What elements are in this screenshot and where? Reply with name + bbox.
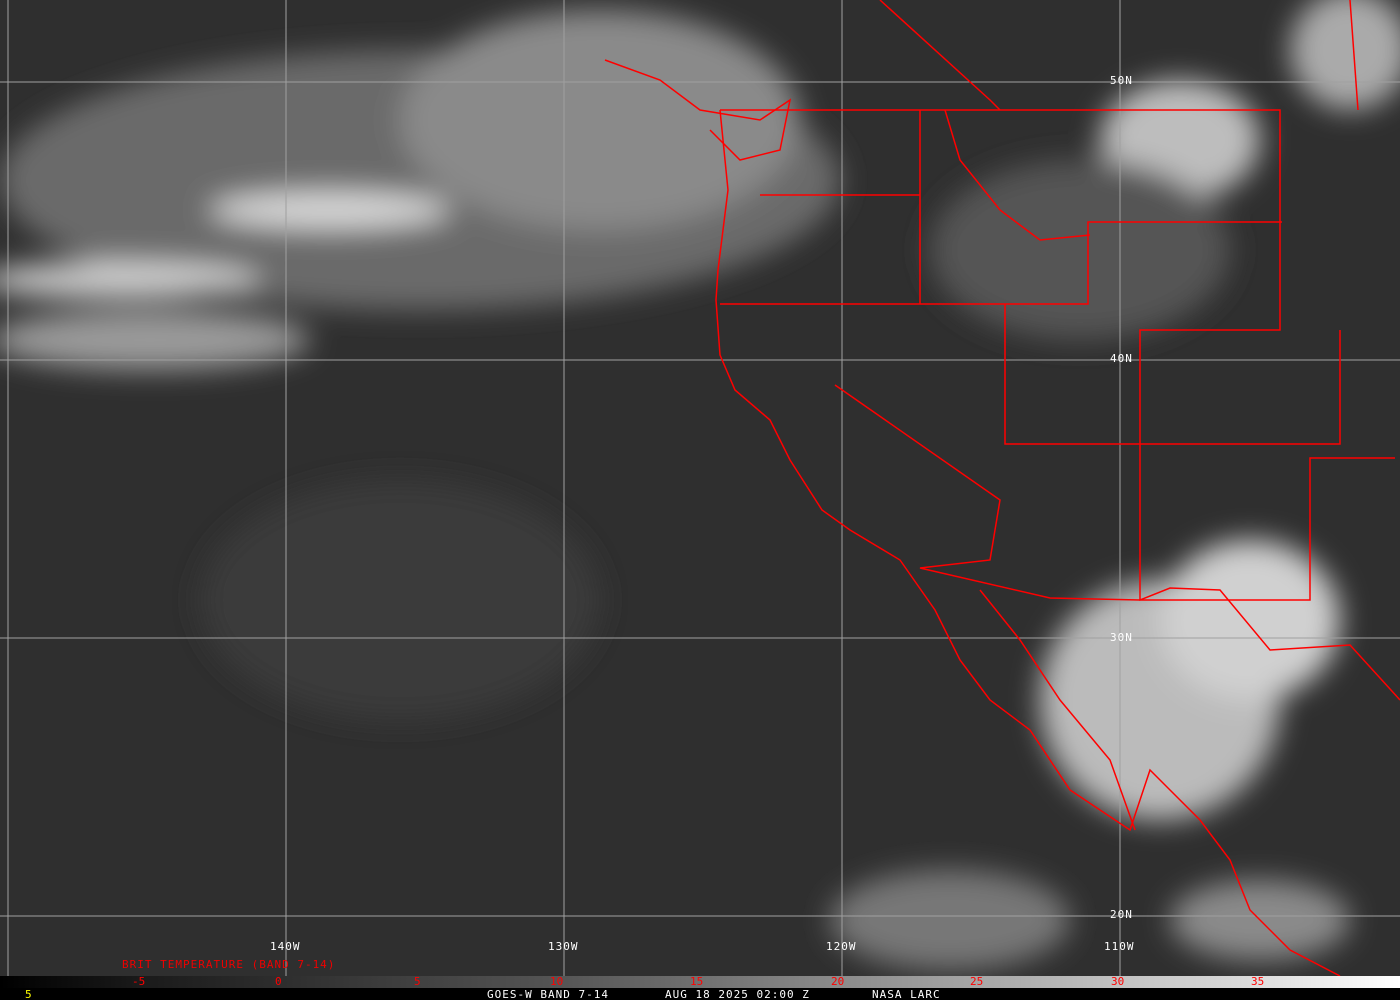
scale-tick: 25 [970, 975, 984, 988]
scale-tick: 5 [414, 975, 421, 988]
lon-label-130w: 130W [548, 940, 579, 953]
lat-label-30n: 30N [1110, 631, 1133, 644]
data-source: NASA LARC [872, 988, 941, 1000]
cloud-cover [0, 0, 1400, 970]
lat-label-20n: 20N [1110, 908, 1133, 921]
footer-bar: 5 GOES-W BAND 7-14 AUG 18 2025 02:00 Z N… [0, 988, 1400, 1000]
lon-label-140w: 140W [270, 940, 301, 953]
scale-tick: 0 [275, 975, 282, 988]
scale-tick: 30 [1111, 975, 1125, 988]
legend-title: BRIT TEMPERATURE (BAND 7-14) [122, 958, 336, 971]
scale-tick: 15 [690, 975, 704, 988]
lat-lon-grid [0, 0, 1400, 976]
scale-tick: 10 [550, 975, 564, 988]
scale-tick: 35 [1251, 975, 1265, 988]
map-canvas [0, 0, 1400, 976]
scale-tick: -5 [132, 975, 146, 988]
lon-label-120w: 120W [826, 940, 857, 953]
lon-label-110w: 110W [1104, 940, 1135, 953]
scale-tick: 20 [831, 975, 845, 988]
political-borders [604, 0, 1400, 976]
color-scale-bar [0, 976, 1400, 988]
image-datetime: AUG 18 2025 02:00 Z [665, 988, 810, 1000]
corner-value: 5 [25, 988, 33, 1000]
lat-label-50n: 50N [1110, 74, 1133, 87]
satellite-band: GOES-W BAND 7-14 [487, 988, 609, 1000]
lat-label-40n: 40N [1110, 352, 1133, 365]
